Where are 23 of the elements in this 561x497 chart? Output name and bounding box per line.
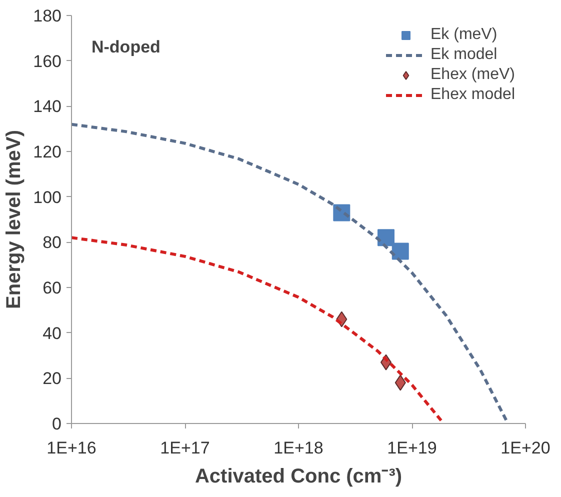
y-tick-label: 80 (42, 233, 62, 252)
legend-label: Ek (meV) (430, 26, 498, 44)
y-tick-label: 60 (42, 278, 62, 298)
y-tick-label: 40 (42, 324, 62, 343)
y-tick-label: 140 (33, 97, 62, 116)
x-tick-label: 1E+18 (274, 438, 324, 458)
y-tick-label: 160 (33, 52, 62, 71)
point (392, 242, 409, 260)
x-tick-label: 1E+20 (500, 438, 550, 458)
x-tick-label: 1E+17 (160, 438, 210, 458)
legend-label: Ehex model (430, 86, 515, 104)
x-axis-title: Activated Conc (cm⁻³) (194, 466, 402, 488)
y-tick-label: 180 (33, 6, 62, 26)
x-tick-label: 1E+16 (46, 438, 96, 458)
annotation: N-doped (91, 37, 160, 56)
y-tick-label: 120 (33, 142, 62, 162)
y-tick-label: 0 (52, 414, 62, 434)
y-tick-label: 20 (42, 369, 62, 388)
legend-label: Ek model (430, 46, 498, 64)
x-tick-label: 1E+19 (387, 438, 437, 458)
y-tick-label: 100 (33, 188, 62, 207)
legend-label: Ehex (meV) (430, 66, 515, 84)
y-axis-title: Energy level (meV) (3, 130, 26, 309)
